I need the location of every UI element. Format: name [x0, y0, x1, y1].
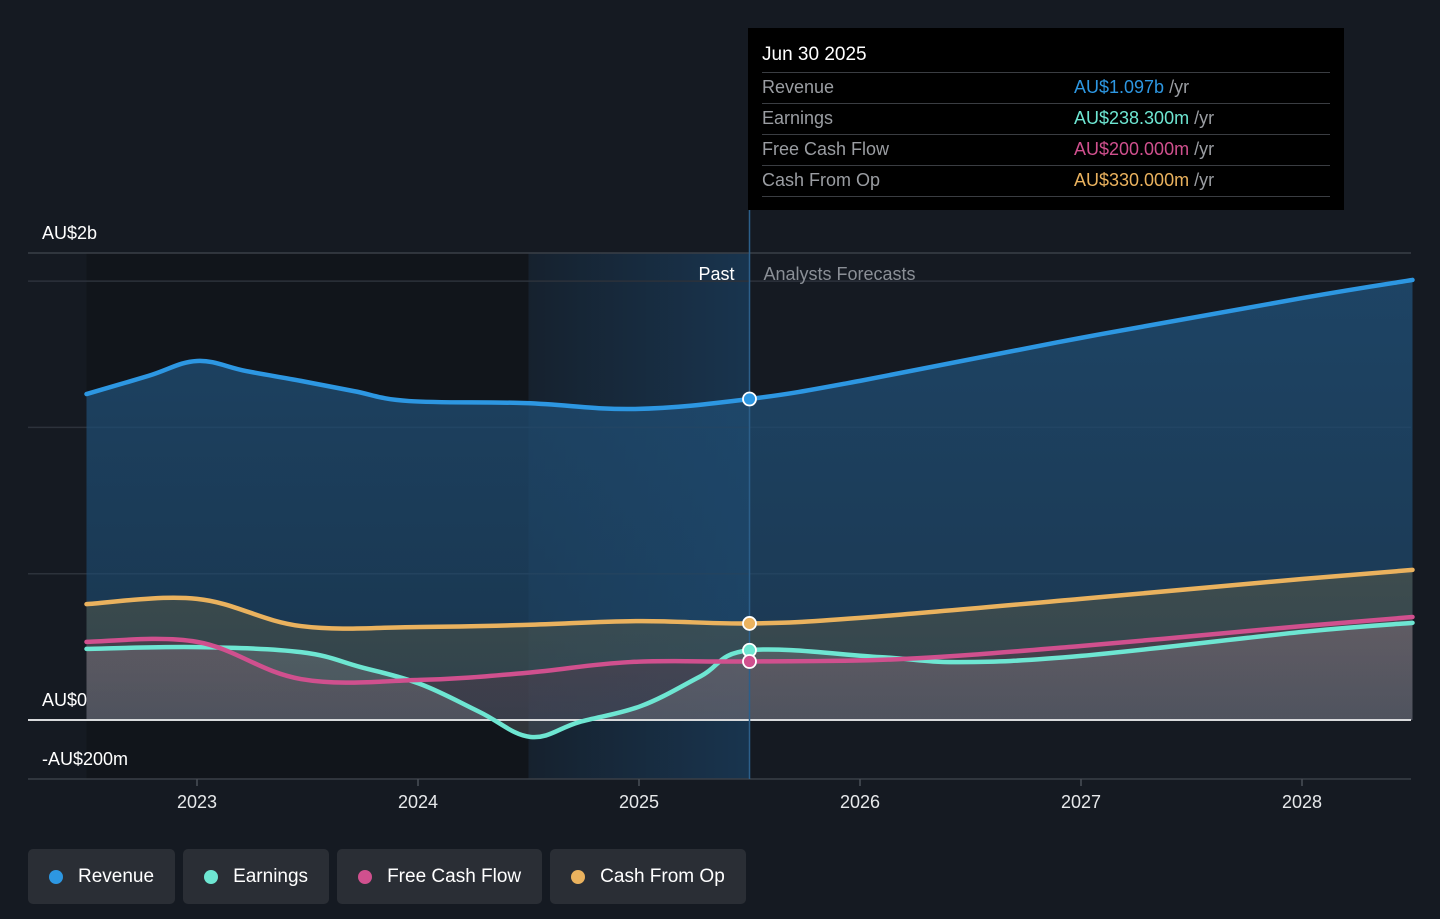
x-tick-label: 2024	[398, 792, 438, 812]
tooltip-row-revenue: Revenue AU$1.097b /yr	[762, 73, 1330, 104]
revenue-line	[84, 277, 1415, 412]
legend-label: Earnings	[233, 865, 309, 887]
x-tick-label: 2026	[840, 792, 880, 812]
tooltip-unit: /yr	[1194, 108, 1215, 128]
tooltip-row-cash-from-op: Cash From Op AU$330.000m /yr	[762, 166, 1330, 197]
y-tick-label: -AU$200m	[42, 749, 128, 769]
tooltip-label: Cash From Op	[762, 170, 881, 190]
forecast-label: Analysts Forecasts	[764, 264, 916, 284]
cash-from-op-dot-icon	[571, 869, 586, 884]
tooltip-unit: /yr	[1194, 170, 1215, 190]
revenue-marker[interactable]	[742, 391, 757, 407]
tooltip-row-earnings: Earnings AU$238.300m /yr	[762, 104, 1330, 135]
cash-from-op-line	[84, 567, 1415, 631]
tooltip-label: Free Cash Flow	[762, 139, 890, 159]
x-tick-label: 2027	[1061, 792, 1101, 812]
legend-label: Revenue	[78, 865, 155, 887]
legend-label: Cash From Op	[600, 865, 725, 887]
free-cash-flow-line	[84, 614, 1415, 685]
series-lines	[84, 277, 1415, 740]
tooltip-value: AU$1.097b	[1074, 77, 1165, 97]
tooltip: Jun 30 2025 Revenue AU$1.097b /yr Earnin…	[748, 28, 1344, 210]
x-axis: 2023 2024 2025 2026 2027 2028	[177, 779, 1322, 812]
revenue-dot-icon	[49, 869, 63, 884]
free-cash-flow-marker[interactable]	[742, 654, 757, 669]
x-tick-label: 2025	[619, 792, 659, 812]
tooltip-value: AU$200.000m	[1074, 139, 1190, 159]
tooltip-unit: /yr	[1169, 77, 1190, 97]
tooltip-label: Earnings	[762, 108, 834, 128]
y-axis: AU$2b AU$0 -AU$200m	[42, 223, 128, 769]
past-label: Past	[698, 264, 734, 284]
legend-item-earnings[interactable]: Earnings	[183, 849, 330, 904]
legend-item-revenue[interactable]: Revenue	[28, 849, 176, 904]
pre-history-shade	[28, 253, 84, 779]
earnings-dot-icon	[204, 869, 219, 884]
y-tick-label: AU$0	[42, 690, 87, 710]
tooltip-value: AU$238.300m	[1074, 108, 1190, 128]
free-cash-flow-dot-icon	[358, 869, 373, 884]
legend-label: Free Cash Flow	[387, 865, 522, 887]
tooltip-value: AU$330.000m	[1074, 170, 1190, 190]
tooltip-unit: /yr	[1194, 139, 1215, 159]
legend: Revenue Earnings Free Cash Flow Cash Fro…	[28, 849, 746, 904]
legend-item-free-cash-flow[interactable]: Free Cash Flow	[337, 849, 543, 904]
y-tick-label: AU$2b	[42, 223, 97, 243]
x-tick-label: 2023	[177, 792, 217, 812]
tooltip-row-free-cash-flow: Free Cash Flow AU$200.000m /yr	[762, 135, 1330, 166]
earnings-line	[84, 620, 1415, 740]
cash-from-op-marker[interactable]	[742, 616, 757, 631]
hover-markers	[742, 391, 757, 669]
legend-item-cash-from-op[interactable]: Cash From Op	[550, 849, 746, 904]
tooltip-label: Revenue	[762, 77, 835, 97]
tooltip-date: Jun 30 2025	[762, 42, 1330, 73]
x-tick-label: 2028	[1282, 792, 1322, 812]
